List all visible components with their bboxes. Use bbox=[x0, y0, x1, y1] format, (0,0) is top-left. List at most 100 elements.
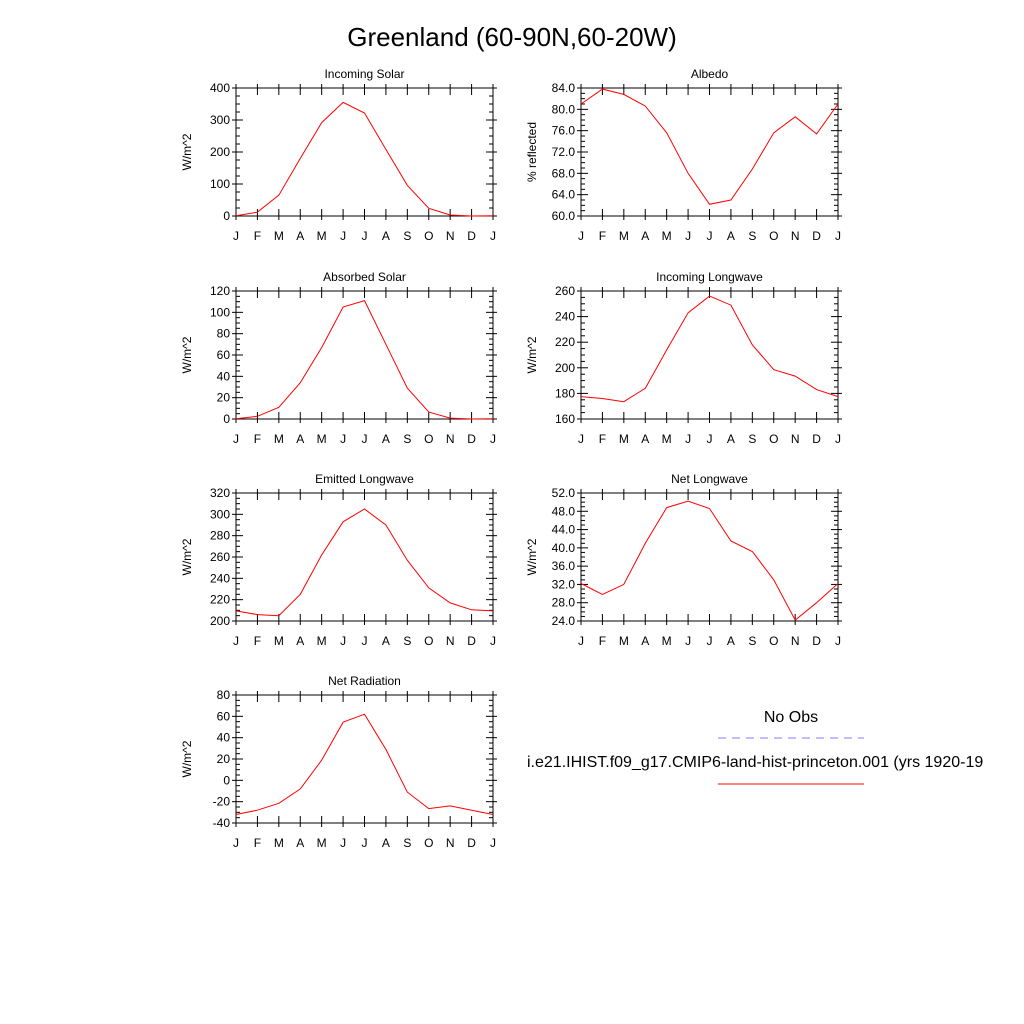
data-point-incoming-solar-4 bbox=[320, 121, 323, 124]
data-point-net-radiation-2 bbox=[277, 802, 280, 805]
xtick-label-3: A bbox=[641, 229, 649, 243]
data-point-net-longwave-12 bbox=[837, 582, 840, 585]
data-point-net-longwave-9 bbox=[772, 578, 775, 581]
xtick-label-8: S bbox=[748, 432, 756, 446]
ylabel-incoming-solar: W/m^2 bbox=[180, 133, 194, 170]
xtick-label-9: O bbox=[769, 634, 778, 648]
xtick-label-5: J bbox=[340, 432, 346, 446]
ytick-label: 200 bbox=[210, 614, 230, 628]
xtick-label-6: J bbox=[362, 432, 368, 446]
data-point-absorbed-solar-4 bbox=[320, 346, 323, 349]
ytick-label: 40 bbox=[217, 731, 231, 745]
xtick-label-9: O bbox=[769, 229, 778, 243]
data-point-incoming-solar-5 bbox=[342, 101, 345, 104]
ytick-label: 40 bbox=[217, 369, 231, 383]
data-point-incoming-solar-3 bbox=[299, 157, 302, 160]
data-point-incoming-longwave-7 bbox=[729, 304, 732, 307]
xtick-label-1: F bbox=[254, 634, 261, 648]
data-point-emitted-longwave-7 bbox=[384, 524, 387, 527]
ytick-label: 320 bbox=[210, 486, 230, 500]
xtick-label-2: M bbox=[619, 634, 629, 648]
ytick-label: 200 bbox=[210, 145, 230, 159]
xtick-label-5: J bbox=[340, 634, 346, 648]
xtick-label-8: S bbox=[748, 229, 756, 243]
xtick-label-7: A bbox=[382, 836, 390, 850]
xtick-label-7: A bbox=[382, 432, 390, 446]
ytick-label: 48.0 bbox=[552, 504, 576, 518]
data-point-net-radiation-12 bbox=[492, 813, 495, 816]
ytick-label: 60 bbox=[217, 709, 231, 723]
ylabel-emitted-longwave: W/m^2 bbox=[180, 538, 194, 575]
data-point-emitted-longwave-12 bbox=[492, 609, 495, 612]
data-point-net-longwave-3 bbox=[644, 542, 647, 545]
ytick-label: 260 bbox=[555, 284, 575, 298]
data-point-emitted-longwave-1 bbox=[256, 613, 259, 616]
ytick-label: 0 bbox=[223, 209, 230, 223]
data-point-incoming-solar-12 bbox=[492, 214, 495, 217]
ytick-label: 80 bbox=[217, 327, 231, 341]
legend: No Obs i.e21.IHIST.f09_g17.CMIP6-land-hi… bbox=[527, 709, 983, 785]
xtick-label-11: D bbox=[812, 634, 821, 648]
data-point-absorbed-solar-6 bbox=[363, 299, 366, 302]
xtick-label-0: J bbox=[578, 634, 584, 648]
data-point-absorbed-solar-2 bbox=[277, 406, 280, 409]
panel-title-net-longwave: Net Longwave bbox=[671, 472, 748, 486]
xtick-label-10: N bbox=[791, 634, 800, 648]
data-point-incoming-solar-2 bbox=[277, 194, 280, 197]
data-point-albedo-12 bbox=[837, 103, 840, 106]
xtick-label-5: J bbox=[340, 229, 346, 243]
data-point-incoming-longwave-0 bbox=[580, 395, 583, 398]
series-line-net-radiation bbox=[235, 713, 494, 815]
data-point-albedo-6 bbox=[708, 203, 711, 206]
xtick-label-10: N bbox=[446, 836, 455, 850]
data-point-net-longwave-11 bbox=[815, 601, 818, 604]
xtick-label-4: M bbox=[317, 229, 327, 243]
data-point-net-longwave-10 bbox=[794, 619, 797, 622]
data-point-albedo-2 bbox=[622, 93, 625, 96]
data-point-net-longwave-5 bbox=[687, 500, 690, 503]
xtick-label-1: F bbox=[599, 432, 606, 446]
data-point-incoming-solar-7 bbox=[384, 148, 387, 151]
panel-title-absorbed-solar: Absorbed Solar bbox=[323, 270, 406, 284]
ytick-label: 0 bbox=[223, 412, 230, 426]
data-point-net-radiation-6 bbox=[363, 713, 366, 716]
xtick-label-7: A bbox=[382, 229, 390, 243]
series-line-albedo bbox=[580, 88, 839, 205]
ytick-label: 40.0 bbox=[552, 541, 576, 555]
xtick-label-6: J bbox=[362, 229, 368, 243]
data-point-net-longwave-6 bbox=[708, 507, 711, 510]
ytick-label: 76.0 bbox=[552, 124, 576, 138]
xtick-label-12: J bbox=[490, 634, 496, 648]
xtick-label-6: J bbox=[707, 229, 713, 243]
data-point-absorbed-solar-7 bbox=[384, 343, 387, 346]
xtick-label-2: M bbox=[619, 229, 629, 243]
xtick-label-12: J bbox=[835, 229, 841, 243]
data-point-incoming-longwave-3 bbox=[644, 387, 647, 390]
xtick-label-9: O bbox=[424, 836, 433, 850]
data-point-net-longwave-8 bbox=[751, 550, 754, 553]
data-point-emitted-longwave-11 bbox=[470, 608, 473, 611]
ytick-label: 24.0 bbox=[552, 614, 576, 628]
data-point-albedo-0 bbox=[580, 103, 583, 106]
data-point-net-longwave-0 bbox=[580, 582, 583, 585]
data-point-albedo-3 bbox=[644, 105, 647, 108]
ytick-label: 72.0 bbox=[552, 145, 576, 159]
series-line-emitted-longwave bbox=[235, 508, 494, 617]
data-point-emitted-longwave-4 bbox=[320, 553, 323, 556]
data-point-albedo-11 bbox=[815, 132, 818, 135]
ytick-label: 120 bbox=[210, 284, 230, 298]
data-point-net-longwave-4 bbox=[665, 506, 668, 509]
data-point-incoming-longwave-5 bbox=[687, 311, 690, 314]
data-point-emitted-longwave-9 bbox=[427, 586, 430, 589]
data-point-incoming-solar-8 bbox=[406, 184, 409, 187]
xtick-label-0: J bbox=[233, 634, 239, 648]
data-point-absorbed-solar-11 bbox=[470, 418, 473, 421]
xtick-label-8: S bbox=[748, 634, 756, 648]
data-point-net-radiation-4 bbox=[320, 759, 323, 762]
data-point-incoming-longwave-1 bbox=[601, 397, 604, 400]
